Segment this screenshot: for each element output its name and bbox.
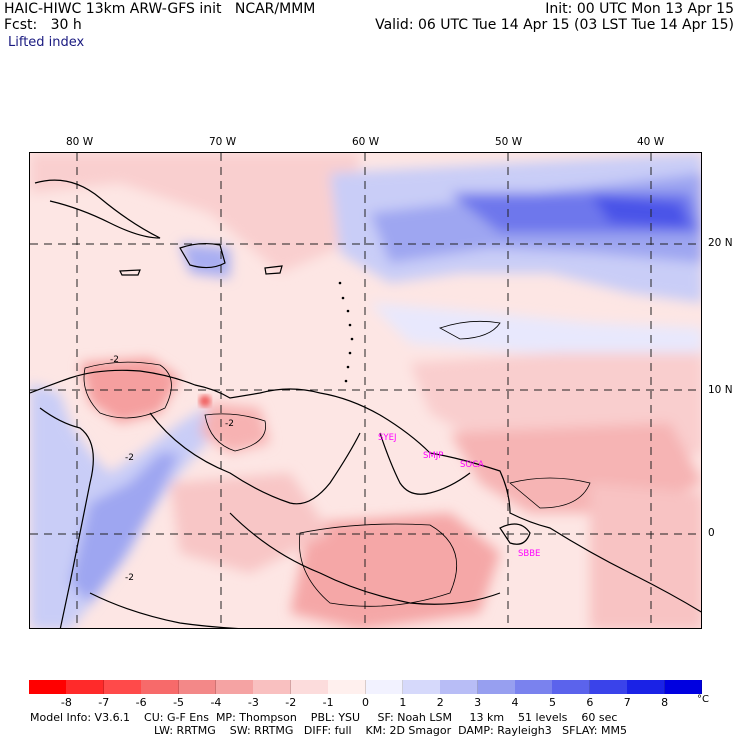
venezuela-border xyxy=(149,412,361,505)
unstable-brazil-east xyxy=(590,483,701,628)
puerto-rico-outline xyxy=(264,265,283,275)
color-scale-swatch xyxy=(215,680,254,694)
color-scale-tick: -5 xyxy=(173,696,185,709)
color-scale-swatch xyxy=(66,680,105,694)
color-scale-swatch xyxy=(552,680,591,694)
lon-label-60w: 60 W xyxy=(352,136,380,148)
forecast-hour: Fcst: 30 h xyxy=(4,17,82,33)
coastlines xyxy=(30,179,701,628)
color-scale-tick: -7 xyxy=(98,696,110,709)
hispaniola-outline xyxy=(179,242,226,269)
stable-zone-max xyxy=(590,193,690,228)
cuba-outline xyxy=(34,179,161,239)
station-label: SMJP xyxy=(423,451,444,461)
contour-label: -2 xyxy=(225,419,234,429)
color-scale-swatch xyxy=(402,680,441,694)
color-scale-swatch xyxy=(29,680,67,694)
color-scale-swatch xyxy=(477,680,516,694)
unstable-amazon xyxy=(290,513,500,628)
color-scale-swatch xyxy=(103,680,142,694)
contour-label: -2 xyxy=(125,573,134,583)
color-scale-swatch xyxy=(440,680,479,694)
stable-andes-core xyxy=(70,453,180,603)
color-scale-tick: -8 xyxy=(60,696,72,709)
lon-label-70w: 70 W xyxy=(209,136,237,148)
color-scale-tick: -4 xyxy=(210,696,222,709)
stable-zone-south xyxy=(370,303,701,353)
lifted-index-map: -2 -2 -2 -2 SYEJ SMJP SOCA SBBE xyxy=(29,152,702,629)
color-scale-tick: 6 xyxy=(586,696,594,709)
color-scale-swatch xyxy=(589,680,628,694)
color-scale-tick: 7 xyxy=(623,696,631,709)
contour-label: -2 xyxy=(125,453,134,463)
color-scale-swatch xyxy=(515,680,553,694)
color-scale-tick: -1 xyxy=(322,696,334,709)
color-scale-tick: -3 xyxy=(247,696,259,709)
map-canvas xyxy=(30,153,701,628)
peru-border xyxy=(89,592,239,628)
station-label: SBBE xyxy=(518,549,541,559)
station-label: SYEJ xyxy=(378,433,397,443)
color-scale-tick: -2 xyxy=(285,696,297,709)
color-scale-swatch xyxy=(328,680,366,694)
color-scale-tick: 5 xyxy=(548,696,556,709)
color-scale-swatch xyxy=(253,680,292,694)
guyana-border xyxy=(379,432,471,495)
map-title: HAIC-HIWC 13km ARW-GFS init NCAR/MMM xyxy=(4,1,316,17)
marajo-outline xyxy=(499,523,531,545)
south-america-coast xyxy=(30,369,701,613)
station-label: SOCA xyxy=(460,460,484,470)
jamaica-outline xyxy=(119,269,141,276)
color-scale-tick: -6 xyxy=(135,696,147,709)
color-scale-swatch xyxy=(627,680,666,694)
color-scale-bar xyxy=(29,680,703,694)
color-scale-tick: 3 xyxy=(474,696,482,709)
color-scale-tick: 1 xyxy=(399,696,407,709)
lat-label-0: 0 xyxy=(708,527,715,539)
init-time: Init: 00 UTC Mon 13 Apr 15 xyxy=(545,1,734,17)
color-scale-swatch xyxy=(664,680,703,694)
stable-hispaniola xyxy=(180,243,230,278)
color-scale-tick: 4 xyxy=(511,696,519,709)
lat-label-10n: 10 N xyxy=(708,384,733,396)
strong-instability-cell xyxy=(199,395,211,407)
contour-label: -2 xyxy=(110,355,119,365)
color-scale-tick: 2 xyxy=(436,696,444,709)
lon-label-50w: 50 W xyxy=(495,136,523,148)
lesser-antilles xyxy=(338,281,354,383)
model-info-line1: Model Info: V3.6.1 CU: G-F Ens MP: Thomp… xyxy=(30,711,618,724)
field-name: Lifted index xyxy=(8,35,85,50)
western-border xyxy=(39,407,94,628)
unstable-interior xyxy=(170,473,330,573)
lon-label-80w: 80 W xyxy=(66,136,94,148)
positive-li-north xyxy=(30,153,360,273)
model-info-line2: LW: RRTMG SW: RRTMG DIFF: full KM: 2D Sm… xyxy=(154,724,627,737)
lon-label-40w: 40 W xyxy=(637,136,665,148)
color-scale-tick: 0 xyxy=(362,696,369,709)
color-scale-swatch xyxy=(178,680,217,694)
lat-label-20n: 20 N xyxy=(708,237,733,249)
color-scale-swatch xyxy=(141,680,180,694)
li-contours xyxy=(83,320,591,607)
brazil-inner-border xyxy=(229,512,501,605)
color-scale-swatch xyxy=(365,680,404,694)
color-scale-swatch xyxy=(290,680,329,694)
valid-time: Valid: 06 UTC Tue 14 Apr 15 (03 LST Tue … xyxy=(375,17,734,33)
unit-label: °C xyxy=(697,694,709,705)
color-scale-tick: 8 xyxy=(661,696,669,709)
